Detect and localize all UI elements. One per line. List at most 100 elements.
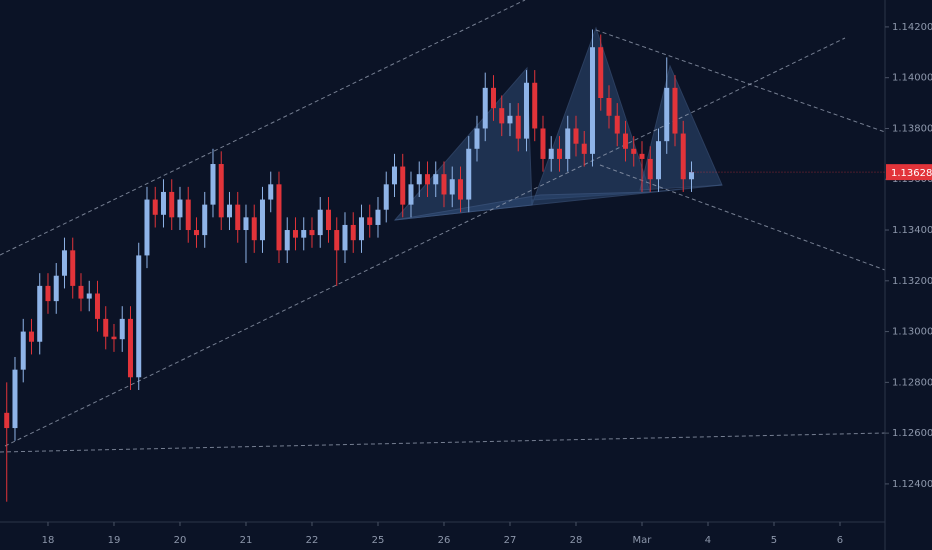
x-tick-label: 28	[570, 535, 583, 546]
candle-body	[507, 115, 513, 124]
candle-body	[655, 141, 661, 180]
candle-body	[185, 199, 191, 231]
candle-body	[556, 148, 562, 159]
candle-body	[614, 115, 620, 134]
candle-body	[565, 128, 571, 159]
candle-body	[499, 108, 505, 124]
candle-body	[94, 293, 100, 319]
candle-body	[160, 191, 166, 215]
candle-body	[78, 285, 84, 299]
x-tick-label: 5	[771, 535, 777, 546]
candle-body	[169, 191, 175, 218]
candle-body	[235, 204, 241, 231]
candle-body	[70, 250, 76, 286]
candle-body	[400, 166, 406, 205]
neckline-area	[394, 184, 723, 221]
candle-body	[317, 209, 323, 236]
x-tick-label: 25	[372, 535, 385, 546]
x-tick-label: 18	[42, 535, 55, 546]
candle-body	[548, 148, 554, 159]
candle-body	[672, 87, 678, 134]
candle-body	[631, 148, 637, 154]
candle-body	[367, 217, 373, 225]
candle-body	[466, 148, 472, 200]
candle-body	[408, 184, 414, 205]
candle-body	[152, 199, 158, 215]
candle-body	[424, 174, 430, 185]
x-tick-label: 19	[108, 535, 121, 546]
candle-body	[540, 128, 546, 159]
candle-body	[251, 217, 257, 241]
y-tick-label: 1.13200	[892, 276, 932, 287]
candle-body	[284, 230, 290, 251]
candle-body	[177, 199, 183, 218]
candle-body	[664, 87, 670, 142]
candle-body	[45, 285, 51, 302]
candle-body	[680, 133, 686, 180]
resistance-line	[595, 29, 886, 133]
candle-body	[20, 331, 26, 370]
candle-body	[688, 172, 694, 180]
candle-body	[457, 179, 463, 200]
candle-body	[391, 166, 397, 185]
candle-body	[243, 217, 249, 231]
candle-body	[103, 318, 109, 337]
candle-body	[433, 174, 439, 185]
candle-body	[482, 87, 488, 129]
candle-body	[581, 143, 587, 154]
x-tick-label: 21	[240, 535, 253, 546]
candle-body	[647, 158, 653, 180]
y-tick-label: 1.12400	[892, 479, 932, 490]
x-tick-label: 27	[504, 535, 517, 546]
candle-body	[532, 82, 538, 129]
x-tick-label: 6	[837, 535, 843, 546]
candle-body	[515, 115, 521, 139]
candle-body	[4, 412, 10, 429]
candle-body	[136, 255, 142, 378]
candle-body	[37, 285, 43, 342]
candle-body	[523, 82, 529, 139]
candle-body	[301, 230, 307, 238]
candle-body	[383, 184, 389, 210]
candle-body	[292, 230, 298, 238]
left-shoulder	[393, 66, 533, 221]
candle-body	[53, 275, 59, 302]
candle-body	[268, 184, 274, 200]
candle-body	[276, 184, 282, 251]
candle-body	[622, 133, 628, 149]
channel-top	[0, 0, 526, 256]
x-tick-label: 20	[174, 535, 187, 546]
candle-body	[449, 179, 455, 195]
candle-body	[309, 230, 315, 236]
candle-body	[193, 230, 199, 236]
candle-body	[210, 164, 216, 205]
candle-body	[416, 174, 422, 185]
candle-body	[226, 204, 232, 218]
x-tick-label: 26	[438, 535, 451, 546]
candle-body	[325, 209, 331, 231]
x-tick-label: 22	[306, 535, 319, 546]
candle-body	[358, 217, 364, 241]
candle-body	[202, 204, 208, 236]
candle-body	[218, 164, 224, 218]
candle-body	[639, 153, 645, 159]
candle-body	[144, 199, 150, 256]
candle-body	[334, 230, 340, 251]
y-tick-label: 1.13400	[892, 225, 932, 236]
channel-bottom	[4, 37, 846, 447]
y-tick-label: 1.13000	[892, 327, 932, 338]
candle-body	[350, 224, 356, 241]
candle-body	[598, 47, 604, 99]
candle-body	[589, 47, 595, 154]
last-price-label: 1.13628	[891, 168, 932, 179]
candle-body	[119, 318, 125, 340]
y-tick-label: 1.12800	[892, 377, 932, 388]
x-tick-label: 4	[705, 535, 711, 546]
candle-body	[28, 331, 34, 342]
candle-body	[375, 209, 381, 225]
y-tick-label: 1.14200	[892, 22, 932, 33]
candle-body	[342, 224, 348, 251]
candle-body	[12, 369, 18, 429]
